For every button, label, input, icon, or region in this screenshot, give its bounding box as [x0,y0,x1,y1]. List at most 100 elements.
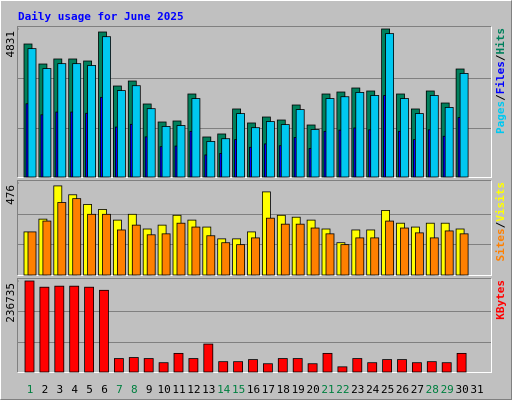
bar [280,223,290,276]
bar [54,285,65,373]
panel-bevel-dark [17,180,492,276]
bar [411,362,422,373]
bar [176,125,186,178]
x-tick-label: 18 [277,383,290,396]
x-tick-label: 25 [381,383,394,396]
legend-separator: / [494,221,507,228]
bar [176,222,186,276]
bar [57,202,67,276]
chart-title: Daily usage for June 2025 [18,10,184,23]
bar [39,286,50,373]
bar [340,96,350,178]
x-tick-label: 21 [321,383,334,396]
legend-entry: KBytes [494,280,507,320]
x-tick-label: 10 [157,383,170,396]
legend-separator: / [494,94,507,101]
bar [161,233,171,276]
bar [236,113,246,178]
bar [251,127,260,178]
panel-bevel-dark [17,26,492,178]
x-tick-label: 22 [336,383,349,396]
bar [400,227,409,276]
bar [340,244,350,276]
bar [128,357,139,373]
y-tick-label: 236735 [4,283,17,323]
bar [385,33,395,178]
bar [188,358,199,373]
x-tick-label: 5 [86,383,93,396]
x-tick-label: 13 [202,383,215,396]
bar [355,237,365,276]
legend: KBytes [494,280,507,320]
bar [42,68,52,178]
bar [295,109,305,178]
bar [24,280,35,373]
bar [414,113,424,178]
x-tick-label: 1 [27,383,34,396]
x-tick-label: 24 [366,383,380,396]
panel-bevel-light [17,278,492,373]
bar [426,361,437,373]
bar [322,352,333,373]
bar [87,213,96,276]
x-tick-label: 7 [116,383,123,396]
bar [382,359,393,373]
legend-entry: Visits [494,182,507,222]
legend: Sites/Visits [494,182,507,262]
bar [429,237,439,276]
legend: Pages/Files/Hits [494,28,507,134]
bar [352,358,363,373]
bar [325,98,335,178]
x-tick-label: 8 [131,383,138,396]
bar [72,198,82,276]
bar [367,362,378,373]
x-tick-label: 27 [411,383,424,396]
bar [173,352,184,373]
bar [262,363,273,373]
legend-separator: / [494,54,507,61]
x-tick-label: 20 [306,383,319,396]
x-tick-label: 6 [101,383,108,396]
bar [42,220,52,276]
bar [158,362,169,373]
bar [131,85,141,178]
bar [400,98,409,178]
bar [444,107,454,178]
bar [236,244,246,276]
bar [87,65,96,178]
bar [277,358,288,373]
bar [69,285,80,373]
bar [206,235,216,276]
y-tick-label: 476 [4,185,17,205]
bar [429,95,439,178]
panel [17,278,492,373]
bar [206,141,216,178]
bar [444,230,454,276]
legend-entry: Hits [494,28,507,55]
bar [102,36,111,178]
x-tick-label: 2 [42,383,49,396]
bar [117,90,126,178]
bar [325,233,335,276]
bar [265,217,275,276]
bar [414,232,424,276]
bar [221,138,231,178]
bar [233,361,244,373]
bar [295,223,305,276]
bar [310,129,320,178]
bar [102,213,111,276]
x-tick-label: 28 [426,383,439,396]
bar [280,124,290,178]
bar [221,242,231,276]
bar [370,237,380,276]
bar [218,361,229,373]
bar [310,227,320,276]
x-tick-label: 14 [217,383,231,396]
x-tick-label: 29 [441,383,454,396]
bar [456,352,467,373]
bar [99,289,109,373]
bar [131,224,141,276]
bar [385,220,395,276]
